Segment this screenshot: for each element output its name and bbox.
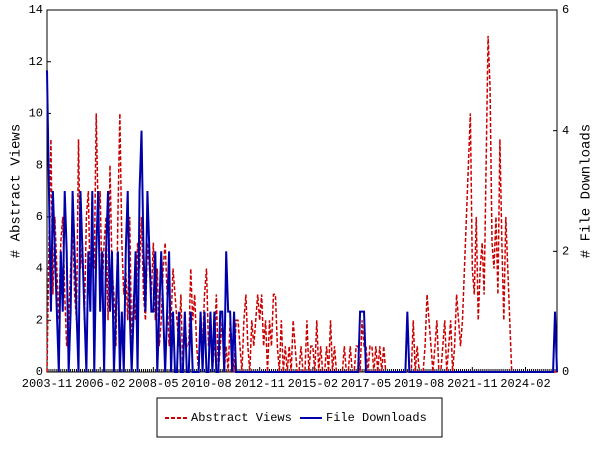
series-line: [46, 70, 558, 373]
x-tick-label: 2012-11: [234, 377, 284, 391]
y-tick-label: 6: [36, 210, 43, 224]
y2-tick-label: 2: [562, 245, 569, 259]
y-tick-label: 4: [36, 262, 43, 276]
legend: [156, 397, 443, 438]
x-tick-label: 2017-05: [341, 377, 391, 391]
y2-tick-label: 0: [562, 365, 569, 379]
x-tick-label: 2010-08: [181, 377, 231, 391]
x-tick-label: 2003-11: [22, 377, 72, 391]
legend-label: File Downloads: [326, 411, 427, 425]
x-tick-label: 2006-02: [75, 377, 125, 391]
y-tick-label: 2: [36, 313, 43, 327]
y-axis-label: # Abstract Views: [9, 124, 25, 258]
y2-tick-label: 6: [562, 3, 569, 17]
legend-label: Abstract Views: [191, 411, 292, 425]
y-tick-label: 8: [36, 158, 43, 172]
x-tick-label: 2008-05: [128, 377, 178, 391]
y-tick-label: 0: [36, 365, 43, 379]
y-tick-label: 10: [29, 107, 43, 121]
x-tick-label: 2024-02: [500, 377, 550, 391]
y2-tick-label: 4: [562, 124, 569, 138]
x-tick-label: 2019-08: [394, 377, 444, 391]
x-tick-label: 2015-02: [288, 377, 338, 391]
y-tick-label: 14: [29, 3, 43, 17]
x-tick-label: 2021-11: [447, 377, 497, 391]
y2-axis-label: # File Downloads: [579, 124, 595, 258]
y-tick-label: 12: [29, 55, 43, 69]
plot-frame: [46, 9, 558, 373]
